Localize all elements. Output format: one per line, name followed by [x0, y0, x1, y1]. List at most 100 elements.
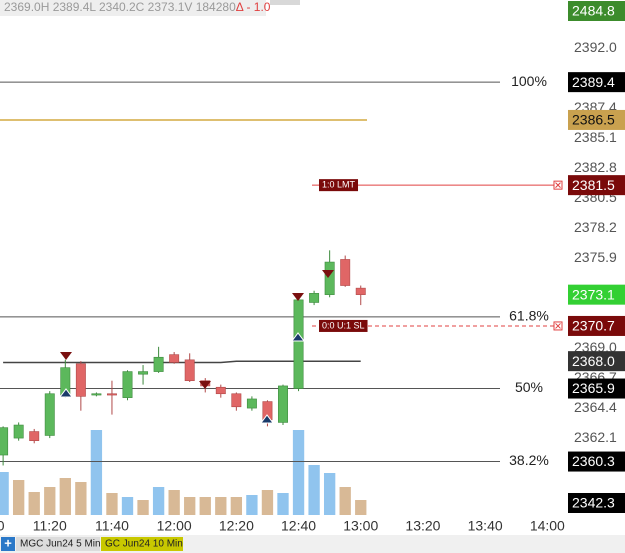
- volume-bar: [215, 497, 227, 515]
- candle-body: [75, 363, 86, 397]
- order-box: [319, 319, 368, 332]
- change: Δ - 1.0: [236, 0, 271, 14]
- sell-marker: [292, 293, 304, 301]
- plot-area: 100% 61.8% 50% 38.2% 1:0 LMT 0:0 U:1 SL: [0, 73, 563, 515]
- add-icon: +: [4, 535, 12, 550]
- order-cancel-x: [555, 182, 561, 188]
- price-label: 2389.4: [572, 74, 615, 90]
- candle-body: [138, 371, 149, 375]
- x-tick-label: 11:40: [95, 518, 129, 534]
- volume-bar: [28, 492, 40, 515]
- volume-bar: [121, 497, 134, 515]
- candle-body: [169, 354, 180, 363]
- candle-body: [0, 427, 9, 456]
- buy-marker: [59, 388, 73, 398]
- buy-marker: [260, 414, 274, 424]
- x-tick-label: 12:40: [281, 518, 316, 534]
- volume-bar: [323, 473, 336, 515]
- candle-body: [324, 261, 335, 295]
- price-label-box: [568, 175, 625, 196]
- volume-bar: [246, 495, 258, 515]
- volume-bar: [184, 497, 196, 515]
- volume-bar: [90, 430, 103, 515]
- header-box: [270, 0, 300, 5]
- price-label-box: [568, 284, 625, 305]
- candle-body: [293, 299, 304, 389]
- order-cancel-x: [555, 323, 561, 329]
- sell-marker: [60, 352, 72, 360]
- price-label-box: [568, 1, 625, 21]
- tab[interactable]: [16, 537, 100, 551]
- header-bar: [0, 0, 266, 16]
- x-tick-label: 11:00: [0, 518, 5, 534]
- header-ohlc: 2369.0H 2389.4L 2340.2C 2373.1V 184280Δ …: [4, 0, 271, 14]
- x-tick-label: 13:20: [405, 518, 440, 534]
- x-tick-label: 11:20: [33, 518, 67, 534]
- candle-body: [309, 293, 320, 303]
- y-tick-label: 2362.1: [574, 429, 617, 445]
- order-label: 1:0 LMT: [322, 180, 356, 190]
- price-label: 2365.9: [572, 380, 615, 396]
- candle-body: [184, 359, 195, 382]
- order-box: [319, 179, 359, 192]
- y-tick-label: 2369.0: [574, 339, 617, 355]
- trade-markers: [59, 270, 334, 424]
- candle-body: [231, 393, 242, 408]
- candle-body: [215, 386, 226, 395]
- order-label: 0:0 U:1 SL: [322, 320, 365, 330]
- candle-body: [355, 287, 366, 295]
- volume-bar: [261, 490, 274, 515]
- price-label: 2484.8: [572, 3, 615, 19]
- candle-body: [106, 393, 117, 396]
- volume-bar: [168, 490, 180, 515]
- tab[interactable]: [101, 537, 183, 551]
- x-tick-label: 14:00: [530, 518, 565, 534]
- add-tab[interactable]: [1, 537, 15, 551]
- y-tick-label: 2364.4: [574, 399, 617, 415]
- price-label: 2381.5: [572, 177, 615, 193]
- y-tick-label: 2392.0: [574, 39, 617, 55]
- buy-marker: [291, 332, 305, 342]
- fib-label: 50%: [515, 379, 543, 395]
- volume-bar: [308, 465, 320, 515]
- x-tick-label: 13:00: [343, 518, 378, 534]
- candle-body: [340, 259, 351, 286]
- price-label-box: [568, 493, 625, 513]
- volume-bar: [355, 500, 367, 515]
- price-label-box: [568, 315, 625, 336]
- volume-bar: [75, 482, 87, 515]
- candle-body: [29, 431, 40, 441]
- price-label: 2360.3: [572, 453, 615, 469]
- y-tick-label: 2385.1: [574, 129, 617, 145]
- fib-label: 38.2%: [509, 452, 549, 468]
- candle-body: [13, 424, 24, 439]
- volume-bar: [152, 487, 165, 515]
- y-tick-label: 2375.9: [574, 249, 617, 265]
- fib-label: 100%: [511, 73, 547, 89]
- price-label: 2373.1: [572, 286, 615, 302]
- volume-bar: [230, 497, 243, 515]
- sell-marker: [322, 270, 334, 278]
- volume-bar: [137, 500, 149, 515]
- price-label-box: [568, 109, 625, 130]
- tab-label: GC Jun24 10 Min: [105, 539, 183, 550]
- price-label: 2342.3: [572, 495, 615, 511]
- price-label: 2386.5: [572, 112, 615, 128]
- volume-bar: [277, 493, 289, 515]
- candle-body: [246, 398, 257, 409]
- volume-bar: [12, 480, 25, 515]
- volume-bar: [44, 487, 56, 515]
- price-label-box: [568, 451, 625, 472]
- y-tick-label: 2378.2: [574, 219, 617, 235]
- price-label-box: [568, 72, 625, 93]
- candle-body: [122, 371, 133, 398]
- sell-marker: [199, 381, 211, 389]
- candle-body: [44, 393, 55, 436]
- price-label: 2368.0: [572, 353, 615, 369]
- volume-bar: [199, 497, 211, 515]
- volume-bar: [292, 430, 305, 515]
- price-label: 2370.7: [572, 318, 615, 334]
- ohlc: 2369.0H 2389.4L 2340.2C 2373.1V 184280: [4, 0, 236, 14]
